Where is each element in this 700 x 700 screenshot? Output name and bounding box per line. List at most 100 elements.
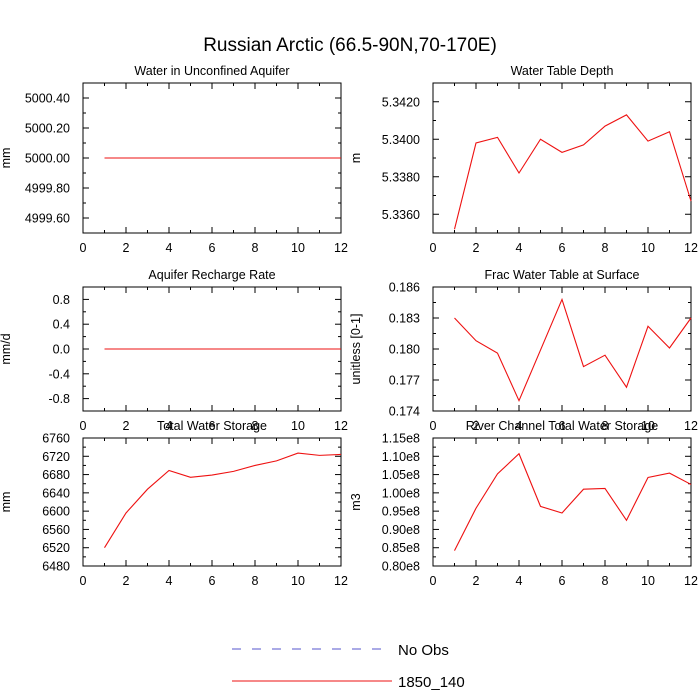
chart-1-x-tick-label: 6 — [209, 241, 216, 255]
chart-5-y-axis-label: mm — [0, 492, 13, 513]
chart-2-x-tick-label: 2 — [473, 241, 480, 255]
chart-6-x-tick-label: 2 — [473, 574, 480, 588]
chart-5-plot-frame — [82, 437, 342, 567]
chart-2-x-tick-label: 6 — [559, 241, 566, 255]
chart-2-y-tick-label: 5.3380 — [382, 170, 420, 184]
chart-6-x-tick-label: 10 — [641, 574, 655, 588]
chart-2-x-tick-label: 0 — [430, 241, 437, 255]
legend-label-no-obs: No Obs — [398, 642, 449, 659]
chart-2-x-tick-label: 8 — [602, 241, 609, 255]
chart-3-y-tick-label: 0.8 — [53, 293, 70, 307]
chart-3-x-tick-label: 10 — [291, 419, 305, 433]
chart-6-x-tick-label: 8 — [602, 574, 609, 588]
chart-6-y-tick-label: 1.10e8 — [382, 450, 420, 464]
chart-5-x-tick-label: 12 — [334, 574, 348, 588]
chart-5-title: Total Water Storage — [157, 419, 267, 433]
chart-3-x-tick-label: 0 — [80, 419, 87, 433]
legend-label-1850-140: 1850_140 — [398, 674, 465, 691]
chart-6-y-tick-label: 0.85e8 — [382, 541, 420, 555]
chart-5-x-tick-label: 4 — [166, 574, 173, 588]
chart-3-x-tick-label: 2 — [123, 419, 130, 433]
chart-6-y-axis-label: m3 — [349, 493, 363, 510]
chart-4-y-axis-label: unitless [0-1] — [349, 314, 363, 385]
chart-3-x-tick-label: 12 — [334, 419, 348, 433]
chart-1-y-tick-label: 4999.60 — [25, 212, 70, 226]
chart-5-y-tick-label: 6720 — [42, 450, 70, 464]
chart-1-y-tick-label: 5000.40 — [25, 92, 70, 106]
chart-2-title: Water Table Depth — [511, 64, 614, 78]
chart-2-y-tick-label: 5.3400 — [382, 133, 420, 147]
figure-title: Russian Arctic (66.5-90N,70-170E) — [203, 35, 497, 56]
chart-3-title: Aquifer Recharge Rate — [148, 268, 275, 282]
chart-5-y-tick-label: 6760 — [42, 432, 70, 446]
chart-2-y-axis-label: m — [349, 153, 363, 163]
chart-2-x-tick-label: 4 — [516, 241, 523, 255]
chart-1-y-tick-label: 4999.80 — [25, 182, 70, 196]
chart-3-x-tick-label: 8 — [252, 419, 259, 433]
chart-4-x-tick-label: 10 — [641, 419, 655, 433]
chart-1-y-tick-label: 5000.00 — [25, 152, 70, 166]
chart-5-x-tick-label: 10 — [291, 574, 305, 588]
chart-2-y-tick-label: 5.3420 — [382, 95, 420, 109]
chart-1-x-tick-label: 4 — [166, 241, 173, 255]
chart-6-x-tick-label: 0 — [430, 574, 437, 588]
chart-4-frac-water-table-at-surface: Frac Water Table at Surface unitless [0-1… — [349, 268, 698, 433]
chart-6-x-tick-label: 4 — [516, 574, 523, 588]
chart-5-y-tick-label: 6600 — [42, 505, 70, 519]
chart-1-x-tick-label: 10 — [291, 241, 305, 255]
chart-5-series-line-1850-140 — [104, 452, 342, 548]
chart-6-x-tick-label: 6 — [559, 574, 566, 588]
chart-4-x-tick-label: 12 — [684, 419, 698, 433]
chart-6-y-tick-label: 1.05e8 — [382, 468, 420, 482]
chart-5-x-tick-label: 8 — [252, 574, 259, 588]
legend: No Obs 1850_140 — [232, 642, 465, 691]
chart-5-y-tick-label: 6560 — [42, 523, 70, 537]
chart-5-y-tick-label: 6680 — [42, 468, 70, 482]
chart-3-y-tick-label: 0.4 — [53, 318, 70, 332]
chart-2-x-tick-label: 12 — [684, 241, 698, 255]
chart-1-x-tick-label: 12 — [334, 241, 348, 255]
chart-1-title: Water in Unconfined Aquifer — [134, 64, 289, 78]
chart-1-x-tick-label: 0 — [80, 241, 87, 255]
chart-3-y-tick-label: 0.0 — [53, 343, 70, 357]
chart-4-y-tick-label: 0.186 — [389, 281, 420, 295]
chart-4-plot-frame — [432, 286, 692, 412]
chart-4-x-tick-label: 8 — [602, 419, 609, 433]
chart-5-y-tick-label: 6480 — [42, 560, 70, 574]
chart-6-plot-frame — [432, 437, 692, 567]
chart-4-x-tick-label: 4 — [516, 419, 523, 433]
chart-5-x-tick-label: 2 — [123, 574, 130, 588]
chart-3-x-tick-label: 4 — [166, 419, 173, 433]
chart-5-total-water-storage: Total Water Storage mm 0 2 4 6 8 10 12 6480 6520 65… — [0, 419, 348, 588]
chart-6-y-tick-label: 0.95e8 — [382, 505, 420, 519]
chart-6-y-tick-label: 1.15e8 — [382, 432, 420, 446]
chart-1-y-axis-label: mm — [0, 148, 13, 169]
chart-4-y-tick-label: 0.183 — [389, 312, 420, 326]
chart-3-aquifer-recharge-rate: Aquifer Recharge Rate mm/d 0 2 4 6 8 10 12 -0.8 -0… — [0, 268, 348, 433]
chart-1-water-in-unconfined-aquifer: Water in Unconfined Aquifer mm 0 2 4 6 8 10 12 49… — [0, 64, 348, 255]
chart-4-x-tick-label: 2 — [473, 419, 480, 433]
chart-6-x-tick-label: 12 — [684, 574, 698, 588]
chart-4-x-tick-label: 6 — [559, 419, 566, 433]
chart-4-y-tick-label: 0.180 — [389, 343, 420, 357]
chart-2-y-tick-label: 5.3360 — [382, 208, 420, 222]
chart-5-x-tick-label: 6 — [209, 574, 216, 588]
chart-3-y-axis-label: mm/d — [0, 333, 13, 364]
chart-5-y-tick-label: 6520 — [42, 541, 70, 555]
chart-6-river-channel-total-water-storage: River Channel Total Water Storage m3 0 2 4 6 8… — [349, 419, 698, 588]
chart-6-y-tick-label: 0.80e8 — [382, 560, 420, 574]
chart-6-y-tick-label: 0.90e8 — [382, 523, 420, 537]
chart-6-y-tick-label: 1.00e8 — [382, 486, 420, 500]
chart-5-x-tick-label: 0 — [80, 574, 87, 588]
chart-3-y-tick-label: -0.8 — [48, 392, 70, 406]
chart-2-x-tick-label: 10 — [641, 241, 655, 255]
chart-4-series-line-1850-140 — [454, 297, 692, 403]
chart-6-title: River Channel Total Water Storage — [466, 419, 659, 433]
chart-4-y-tick-label: 0.174 — [389, 405, 420, 419]
chart-6-series-line-1850-140 — [454, 452, 692, 551]
chart-2-water-table-depth: Water Table Depth m 0 2 4 6 8 10 12 5.3360 5.3380 5… — [349, 64, 698, 255]
chart-2-series-line-1850-140 — [453, 114, 692, 230]
chart-5-y-tick-label: 6640 — [42, 486, 70, 500]
